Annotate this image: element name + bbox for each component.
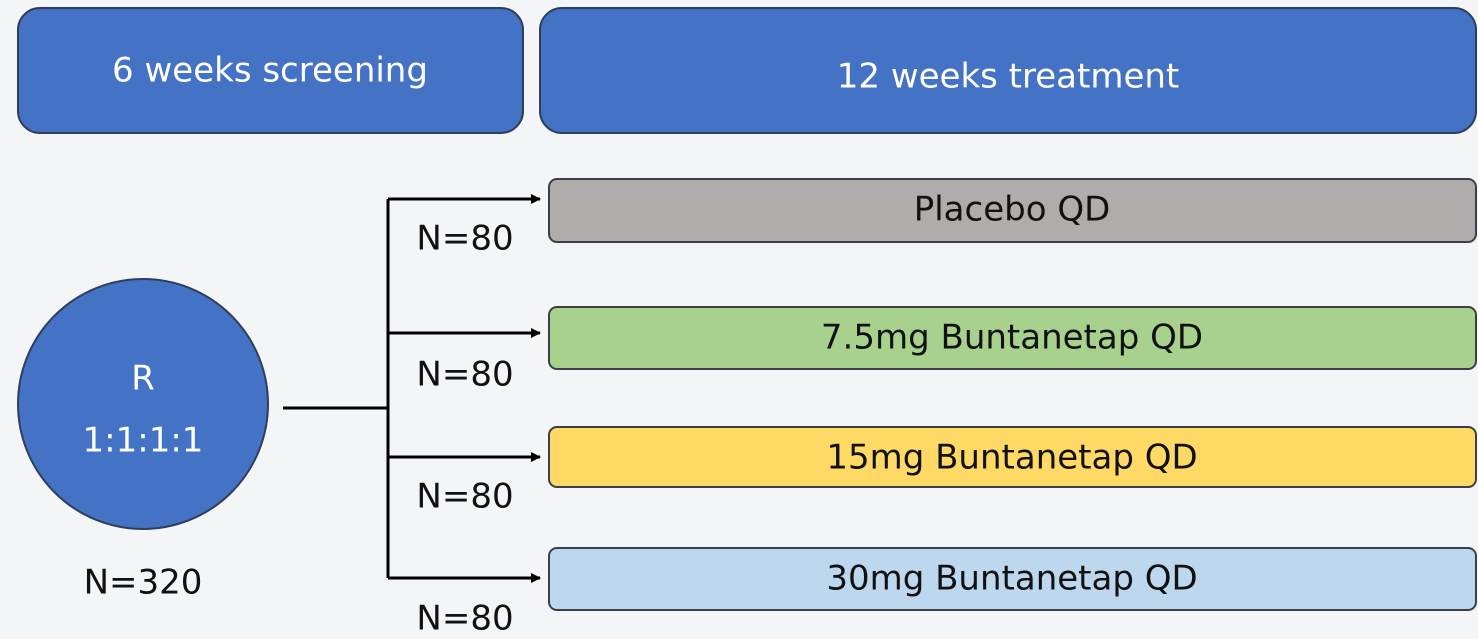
arm-n: N=80 xyxy=(416,477,513,517)
arm-label: Placebo QD xyxy=(914,190,1111,230)
randomization-n: N=320 xyxy=(84,563,203,603)
randomization-ratio: 1:1:1:1 xyxy=(83,421,204,461)
screening-box xyxy=(17,7,524,134)
randomization-label: R xyxy=(131,359,155,399)
treatment-box xyxy=(539,7,1477,134)
arm-box xyxy=(548,426,1477,488)
treatment-label: 12 weeks treatment xyxy=(837,57,1180,97)
arm-box xyxy=(548,178,1477,243)
arm-label: 15mg Buntanetap QD xyxy=(826,438,1197,478)
arm-n: N=80 xyxy=(416,355,513,395)
arm-label: 30mg Buntanetap QD xyxy=(826,559,1197,599)
randomization-circle xyxy=(17,278,269,530)
connectors xyxy=(283,194,541,583)
screening-label: 6 weeks screening xyxy=(112,51,428,91)
arm-label: 7.5mg Buntanetap QD xyxy=(821,318,1203,358)
arm-box xyxy=(548,306,1477,370)
arm-box xyxy=(548,547,1477,611)
arm-n: N=80 xyxy=(416,219,513,259)
arm-n: N=80 xyxy=(416,599,513,639)
